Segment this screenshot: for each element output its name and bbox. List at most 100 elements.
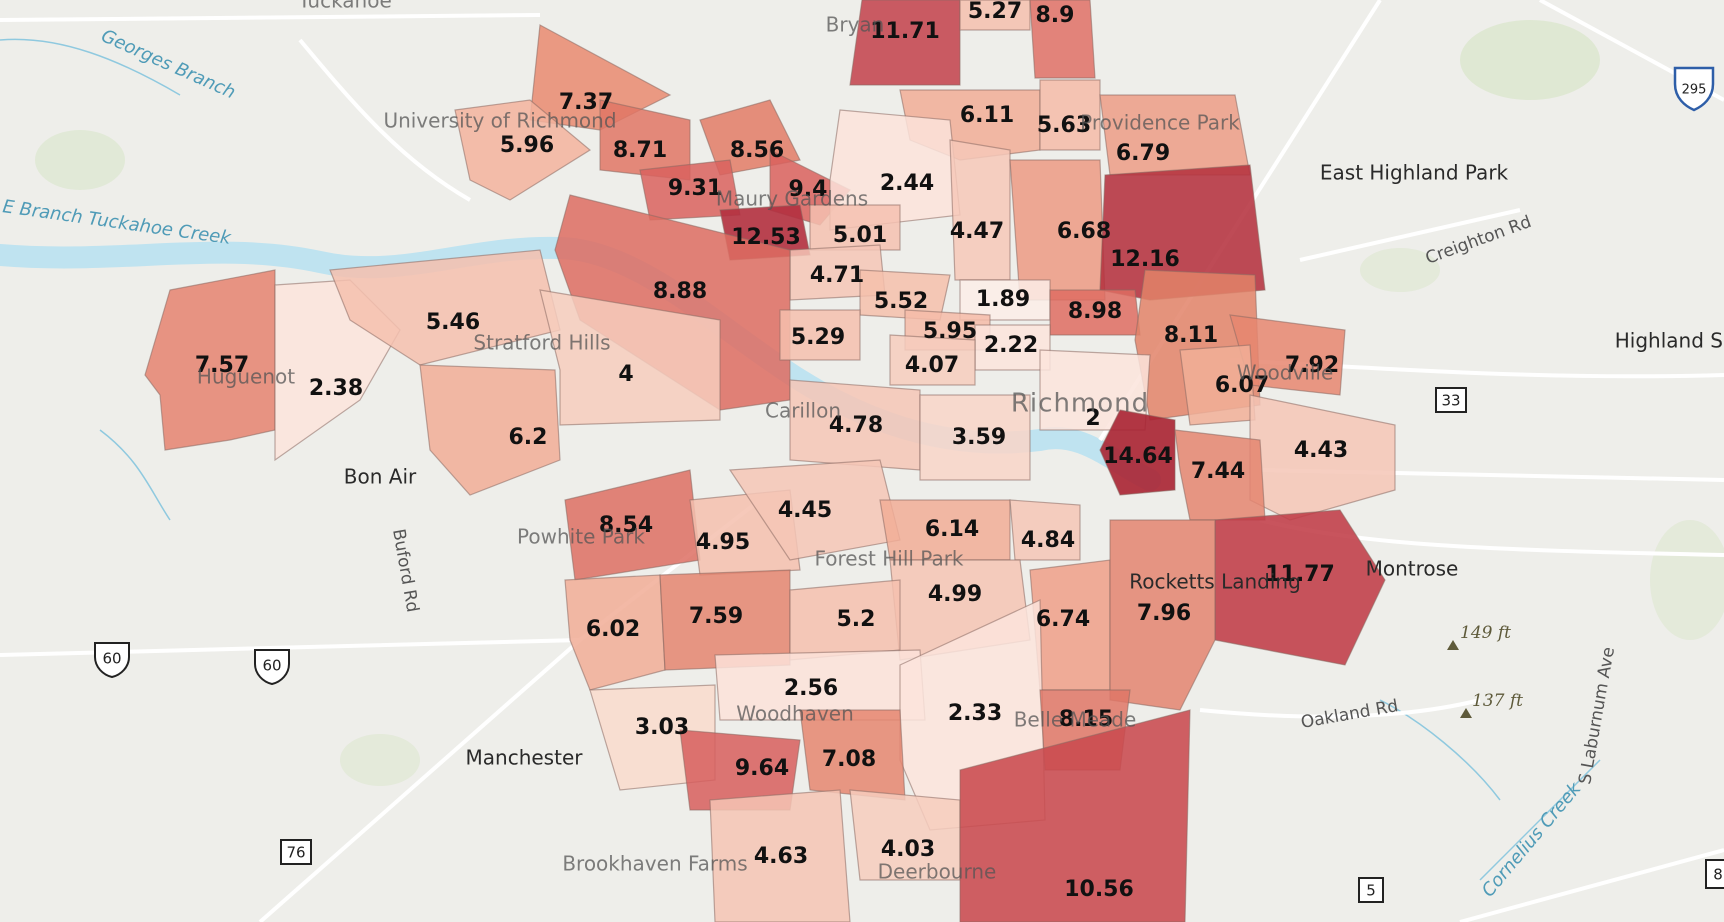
tract-value-label: 5.29: [791, 325, 845, 350]
tract-value-label: 8.54: [599, 513, 653, 538]
shield-label: 5: [1366, 882, 1376, 900]
tract-value-label: 3.59: [952, 425, 1006, 450]
state-route-shield-icon: 5: [1358, 877, 1384, 903]
state-route-shield-icon: 76: [280, 839, 312, 865]
tract-value-label: 4.03: [881, 837, 935, 862]
tract-7-96[interactable]: [1109, 519, 1216, 711]
place-label-belle-meade: Belle Meade: [1014, 708, 1137, 732]
tract-5-01[interactable]: [809, 204, 901, 251]
tract-value-label: 4: [618, 362, 633, 387]
tract-value-label: 2: [1085, 406, 1100, 431]
tract-value-label: 5.2: [837, 607, 876, 632]
tract-value-label: 3.03: [635, 715, 689, 740]
shield-label: 60: [102, 650, 121, 668]
tract-value-label: 2.56: [784, 676, 838, 701]
tract-8-9[interactable]: [1029, 0, 1096, 79]
tract-value-labels: 11.71 5.27 8.9 7.37 5.96 8.71 8.56 9.31 …: [195, 0, 1348, 902]
place-label-highland-springs: Highland Springs: [1615, 329, 1724, 353]
tract-value-label: 8.11: [1164, 323, 1218, 348]
place-label-montrose: Montrose: [1366, 557, 1459, 581]
tract-10-56[interactable]: [959, 709, 1191, 922]
tract-14-64[interactable]: [1099, 409, 1176, 496]
elevation-labels: 149 ft 137 ft: [1447, 623, 1523, 718]
tract-value-label: 5.01: [833, 223, 887, 248]
minor-streams: [0, 38, 1601, 881]
tract-value-label: 6.2: [509, 425, 548, 450]
tract-value-label: 9.31: [668, 176, 722, 201]
tract-value-label: 6.14: [925, 517, 979, 542]
us-route-shield-icon: 60: [94, 642, 130, 679]
place-label-tuckahoe: Tuckahoe: [297, 0, 392, 13]
place-label-brookhaven-farms: Brookhaven Farms: [562, 852, 747, 876]
place-label-east-highland-park: East Highland Park: [1320, 161, 1509, 185]
tract-value-label: 1.89: [976, 287, 1030, 312]
tract-value-label: 4.45: [778, 498, 832, 523]
tract-3-59[interactable]: [919, 394, 1031, 481]
tract-value-label: 7.37: [559, 90, 613, 115]
tract-6-2[interactable]: [419, 364, 561, 496]
place-label-maury-gardens: Maury Gardens: [716, 187, 868, 211]
tract-value-label: 5.96: [500, 133, 554, 158]
tract-value-label: 4.71: [810, 263, 864, 288]
interstate-shield-icon: 295: [1673, 66, 1715, 112]
place-label-woodville: Woodville: [1237, 361, 1334, 385]
tract-value-label: 8.98: [1068, 299, 1122, 324]
place-label-woodhaven: Woodhaven: [736, 702, 854, 726]
tract-value-label: 4.95: [696, 530, 750, 555]
tract-value-label: 11.71: [870, 19, 940, 44]
tract-5-29[interactable]: [779, 309, 861, 361]
tract-5-96[interactable]: [454, 99, 592, 201]
place-label-university-of-richmond: University of Richmond: [383, 109, 616, 133]
tract-value-label: 6.11: [960, 103, 1014, 128]
tract-4-07[interactable]: [889, 334, 976, 386]
tract-value-label: 6.68: [1057, 219, 1111, 244]
state-route-shield-icon: 33: [1435, 387, 1467, 413]
elevation-label: 137 ft: [1472, 691, 1523, 711]
place-label-forest-hill-park: Forest Hill Park: [814, 547, 963, 571]
tract-value-label: 8.9: [1036, 3, 1075, 28]
tract-value-label: 2.38: [309, 376, 363, 401]
tract-6-02[interactable]: [564, 574, 666, 691]
tract-4-63[interactable]: [709, 789, 851, 922]
tract-value-label: 8.71: [613, 138, 667, 163]
shield-label: 60: [262, 657, 281, 675]
tract-value-label: 8.15: [1059, 707, 1113, 732]
tract-4-47[interactable]: [949, 139, 1011, 281]
shield-label: 295: [1682, 83, 1707, 98]
place-label-stratford-hills: Stratford Hills: [473, 331, 610, 355]
tract-value-label: 7.44: [1191, 459, 1245, 484]
place-label-bon-air: Bon Air: [344, 465, 417, 489]
tract-value-label: 5.63: [1037, 113, 1091, 138]
place-label-powhite-park: Powhite Park: [517, 525, 645, 549]
tract-value-label: 4.47: [950, 219, 1004, 244]
tract-5-46[interactable]: [329, 249, 561, 366]
tract-value-label: 11.77: [1265, 562, 1335, 587]
tract-value-label: 7.57: [195, 353, 249, 378]
elevation-marker-icon: [1460, 708, 1472, 718]
tract-value-label: 5.95: [923, 319, 977, 344]
route-shields: 295 60 60 33 76 5 8: [94, 66, 1724, 903]
tract-value-label: 5.52: [874, 289, 928, 314]
choropleth-tracts[interactable]: [144, 0, 1396, 922]
tract-5-27[interactable]: [959, 0, 1031, 31]
tract-value-label: 7.08: [822, 747, 876, 772]
tract-4[interactable]: [539, 289, 721, 426]
tract-value-label: 2.22: [984, 333, 1038, 358]
tract-value-label: 2.33: [948, 701, 1002, 726]
place-label-deerbourne: Deerbourne: [878, 860, 997, 884]
park-areas: [35, 20, 1724, 786]
tract-value-label: 12.16: [1110, 247, 1180, 272]
tract-11-71[interactable]: [849, 0, 961, 86]
tract-value-label: 8.88: [653, 279, 707, 304]
tract-value-label: 10.56: [1064, 877, 1134, 902]
tract-4-84[interactable]: [1009, 499, 1081, 561]
tract-value-label: 4.43: [1294, 438, 1348, 463]
route-shield-icon: 8: [1705, 859, 1724, 889]
place-label-huguenot: Huguenot: [197, 365, 295, 389]
tract-value-label: 6.79: [1116, 141, 1170, 166]
tract-value-label: 4.78: [829, 413, 883, 438]
place-label-rocketts-landing: Rocketts Landing: [1129, 570, 1301, 594]
tract-5-63[interactable]: [1039, 79, 1101, 151]
